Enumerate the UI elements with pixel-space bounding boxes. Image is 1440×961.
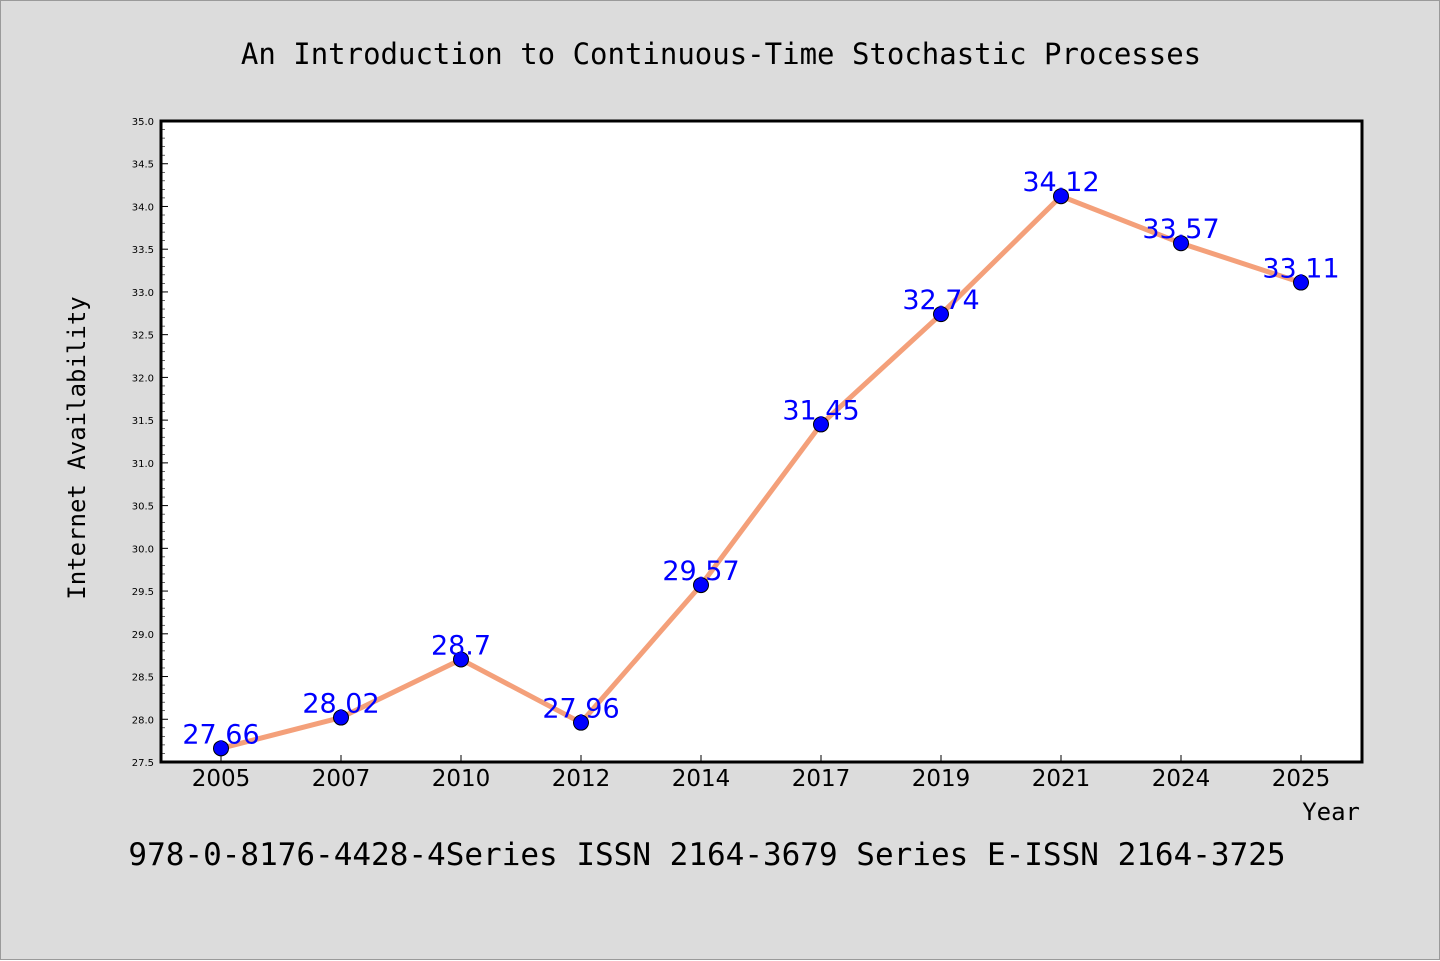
- y-tick-label: 29.5: [132, 587, 154, 598]
- x-tick-label: 2007: [312, 766, 371, 792]
- x-tick-label: 2017: [792, 766, 851, 792]
- y-tick-label: 35.0: [132, 117, 154, 128]
- y-axis-label: Internet Availability: [63, 296, 91, 599]
- y-tick-label: 28.5: [132, 673, 154, 684]
- data-point-marker: [813, 416, 829, 433]
- data-point-marker: [1053, 188, 1069, 205]
- y-tick-label: 33.0: [132, 288, 154, 299]
- data-label: 27.66: [182, 719, 259, 750]
- data-point-marker: [693, 577, 709, 594]
- x-tick-label: 2021: [1032, 766, 1091, 792]
- series-line-group: 27.66 28.02 28.7 27.96 29.57 31.45 32.74 34.12 3…: [182, 167, 1340, 757]
- y-tick-label: 31.0: [132, 459, 154, 470]
- data-label: 29.57: [662, 556, 739, 587]
- x-axis: 2005 2007 2010 2012 2014 2017 2019 2021 2024 2025: [192, 755, 1331, 792]
- x-tick-label: 2005: [192, 766, 251, 792]
- y-tick-label: 32.5: [132, 331, 154, 342]
- x-tick-label: 2019: [912, 766, 971, 792]
- data-point-marker: [453, 651, 469, 668]
- x-tick-label: 2010: [432, 766, 491, 792]
- data-label: 33.57: [1142, 214, 1219, 245]
- data-point-marker: [333, 709, 349, 726]
- data-label: 28.7: [431, 630, 491, 661]
- x-tick-label: 2012: [552, 766, 611, 792]
- chart-title: An Introduction to Continuous-Time Stoch…: [241, 37, 1201, 71]
- x-tick-label: 2025: [1272, 766, 1331, 792]
- y-tick-label: 34.5: [132, 160, 154, 171]
- plot-area: [159, 119, 1364, 764]
- data-point-marker: [573, 714, 589, 731]
- data-point-marker: [933, 306, 949, 323]
- data-point-marker: [1173, 235, 1189, 252]
- x-tick-label: 2014: [672, 766, 731, 792]
- y-axis: 27.5 28.0 28.5 29.0 29.5 30.0 30.5 31.0 31.5 32.0…: [132, 117, 168, 769]
- isbn-issn-footer: 978-0-8176-4428-4Series ISSN 2164-3679 S…: [128, 837, 1285, 873]
- data-point-marker: [213, 740, 229, 757]
- data-label: 32.74: [902, 285, 979, 316]
- x-tick-label: 2024: [1152, 766, 1211, 792]
- data-label: 34.12: [1022, 167, 1099, 198]
- data-label: 27.96: [542, 694, 619, 725]
- y-tick-label: 28.0: [132, 715, 154, 726]
- y-tick-label: 30.5: [132, 502, 154, 513]
- y-tick-label: 27.5: [132, 758, 154, 769]
- x-axis-label: Year: [1302, 798, 1360, 826]
- data-point-marker: [1293, 274, 1309, 291]
- data-label: 28.02: [302, 689, 379, 720]
- series-line: [218, 193, 1304, 751]
- data-label: 33.11: [1262, 254, 1339, 285]
- y-tick-label: 33.5: [132, 245, 154, 256]
- y-tick-label: 29.0: [132, 630, 154, 641]
- y-tick-label: 34.0: [132, 202, 154, 213]
- y-tick-label: 32.0: [132, 373, 154, 384]
- y-tick-label: 30.0: [132, 544, 154, 555]
- data-label: 31.45: [782, 395, 859, 426]
- y-tick-label: 31.5: [132, 416, 154, 427]
